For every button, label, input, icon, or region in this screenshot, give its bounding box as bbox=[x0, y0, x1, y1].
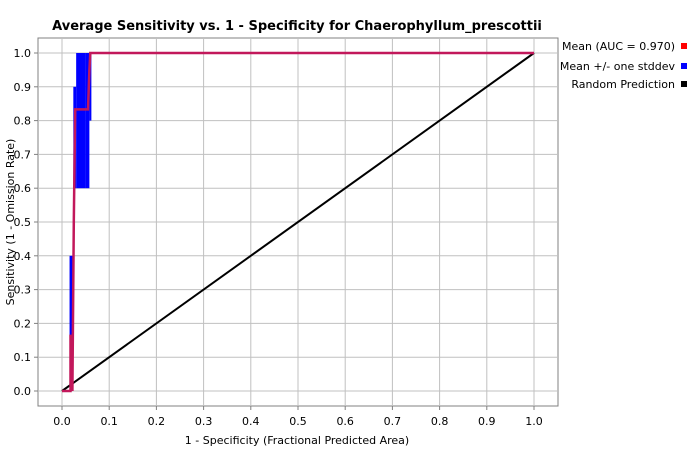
y-tick-label: 0.3 bbox=[14, 284, 32, 297]
x-tick-label: 0.8 bbox=[431, 415, 449, 428]
legend: Mean (AUC = 0.970) Mean +/- one stddev Ran… bbox=[560, 40, 687, 91]
x-tick-label: 0.7 bbox=[384, 415, 402, 428]
x-tick-label: 0.9 bbox=[478, 415, 496, 428]
grid-lines bbox=[38, 38, 558, 406]
y-tick-label: 0.0 bbox=[14, 385, 32, 398]
series-lines bbox=[61, 51, 535, 393]
y-axis-label: Sensitivity (1 - Omission Rate) bbox=[4, 139, 17, 306]
x-tick-label: 0.2 bbox=[148, 415, 166, 428]
y-tick-label: 0.9 bbox=[14, 81, 32, 94]
legend-label: Mean (AUC = 0.970) bbox=[562, 40, 675, 53]
x-tick-label: 0.6 bbox=[336, 415, 354, 428]
chart-title: Average Sensitivity vs. 1 - Specificity … bbox=[52, 19, 542, 34]
x-tick-label: 0.1 bbox=[100, 415, 118, 428]
x-tick-label: 0.4 bbox=[242, 415, 260, 428]
x-tick-label: 0.3 bbox=[195, 415, 213, 428]
x-tick-label: 0.0 bbox=[53, 415, 71, 428]
x-tick-label: 0.5 bbox=[289, 415, 307, 428]
x-axis-ticks: 0.0 0.1 0.2 0.3 0.4 0.5 0.6 0.7 0.8 0.9 1.0 bbox=[53, 406, 543, 428]
y-tick-label: 0.4 bbox=[14, 250, 32, 263]
stddev-band bbox=[69, 255, 72, 391]
y-tick-label: 0.1 bbox=[14, 351, 32, 364]
y-tick-label: 0.6 bbox=[14, 182, 32, 195]
random-prediction-line bbox=[61, 52, 535, 392]
legend-label: Random Prediction bbox=[571, 78, 675, 91]
x-axis-label: 1 - Specificity (Fractional Predicted Ar… bbox=[185, 434, 409, 447]
y-tick-label: 0.5 bbox=[14, 216, 32, 229]
y-tick-label: 0.7 bbox=[14, 148, 32, 161]
legend-swatch bbox=[681, 81, 687, 87]
y-tick-label: 0.2 bbox=[14, 317, 32, 330]
y-axis-ticks: 0.0 0.1 0.2 0.3 0.4 0.5 0.6 0.7 0.8 0.9 1.0 bbox=[14, 47, 38, 398]
legend-swatch bbox=[681, 63, 687, 69]
legend-label: Mean +/- one stddev bbox=[560, 60, 676, 73]
y-tick-label: 0.8 bbox=[14, 115, 32, 128]
stddev-band bbox=[89, 53, 92, 121]
stddev-band bbox=[85, 53, 90, 189]
x-tick-label: 1.0 bbox=[525, 415, 543, 428]
mean-roc-line bbox=[62, 51, 534, 393]
y-tick-label: 1.0 bbox=[14, 47, 32, 60]
stddev-band bbox=[76, 53, 86, 189]
legend-swatch bbox=[681, 43, 687, 49]
